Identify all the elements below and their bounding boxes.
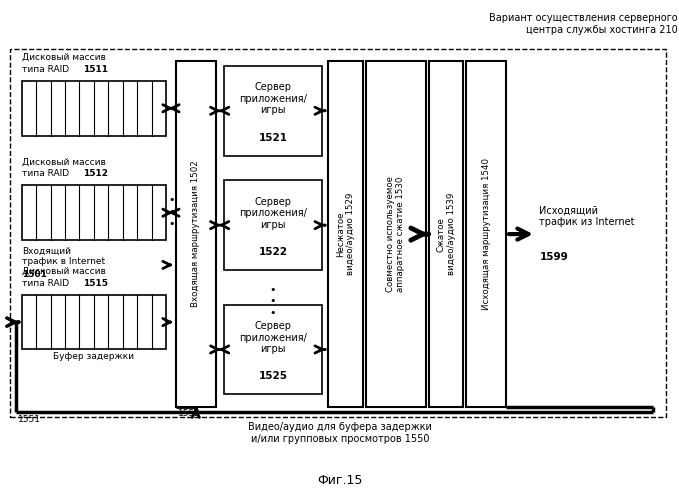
- Text: Несжатое
видео/аудио 1529: Несжатое видео/аудио 1529: [336, 193, 355, 276]
- Bar: [223, 66, 322, 156]
- Text: Дисковый массив: Дисковый массив: [22, 53, 106, 62]
- Text: 1525: 1525: [259, 372, 287, 382]
- Text: Входящая маршрутизация 1502: Входящая маршрутизация 1502: [191, 160, 200, 308]
- Text: Сжатое
видео/аудио 1539: Сжатое видео/аудио 1539: [436, 193, 456, 276]
- Text: 1599: 1599: [539, 252, 568, 262]
- Bar: [466, 61, 506, 407]
- Text: 1551: 1551: [18, 415, 41, 424]
- Text: Совместно используемое
аппаратное сжатие 1530: Совместно используемое аппаратное сжатие…: [386, 176, 405, 292]
- Bar: [176, 61, 216, 407]
- Text: 1521: 1521: [259, 132, 287, 142]
- Text: 1522: 1522: [259, 247, 287, 257]
- Text: Вариант осуществления серверного
центра службы хостинга 210: Вариант осуществления серверного центра …: [490, 14, 678, 35]
- Bar: [223, 304, 322, 394]
- Bar: [22, 186, 166, 240]
- Text: Буфер задержки: Буфер задержки: [54, 352, 134, 362]
- Text: Дисковый массив: Дисковый массив: [22, 158, 106, 166]
- Text: трафик в Internet: трафик в Internet: [22, 257, 105, 266]
- Text: типа RAID: типа RAID: [22, 65, 75, 74]
- Bar: [223, 180, 322, 270]
- Text: •
•
•: • • •: [270, 285, 276, 318]
- Bar: [328, 61, 363, 407]
- Text: 1515: 1515: [84, 279, 109, 288]
- Text: Входящий: Входящий: [22, 247, 71, 256]
- Bar: [366, 61, 426, 407]
- Text: Дисковый массив: Дисковый массив: [22, 267, 106, 276]
- Text: Фиг.15: Фиг.15: [317, 474, 363, 487]
- Text: •
•
•: • • •: [168, 196, 175, 228]
- Text: Видео/аудио для буфера задержки
и/или групповых просмотров 1550: Видео/аудио для буфера задержки и/или гр…: [248, 422, 432, 444]
- Text: 1511: 1511: [84, 65, 109, 74]
- Bar: [22, 294, 166, 350]
- Text: типа RAID: типа RAID: [22, 279, 75, 288]
- Text: типа RAID: типа RAID: [22, 170, 75, 178]
- Bar: [22, 81, 166, 136]
- Text: Исходящий
трафик из Internet: Исходящий трафик из Internet: [539, 206, 634, 227]
- Text: 1552: 1552: [178, 409, 201, 418]
- Text: Исходящая маршрутизация 1540: Исходящая маршрутизация 1540: [481, 158, 491, 310]
- Text: 1501: 1501: [22, 270, 47, 279]
- Text: Сервер
приложения/
игры: Сервер приложения/ игры: [239, 321, 307, 354]
- Text: Сервер
приложения/
игры: Сервер приложения/ игры: [239, 196, 307, 230]
- Text: 1512: 1512: [84, 170, 109, 178]
- Bar: [428, 61, 463, 407]
- Text: Сервер
приложения/
игры: Сервер приложения/ игры: [239, 82, 307, 116]
- Bar: [10, 49, 666, 417]
